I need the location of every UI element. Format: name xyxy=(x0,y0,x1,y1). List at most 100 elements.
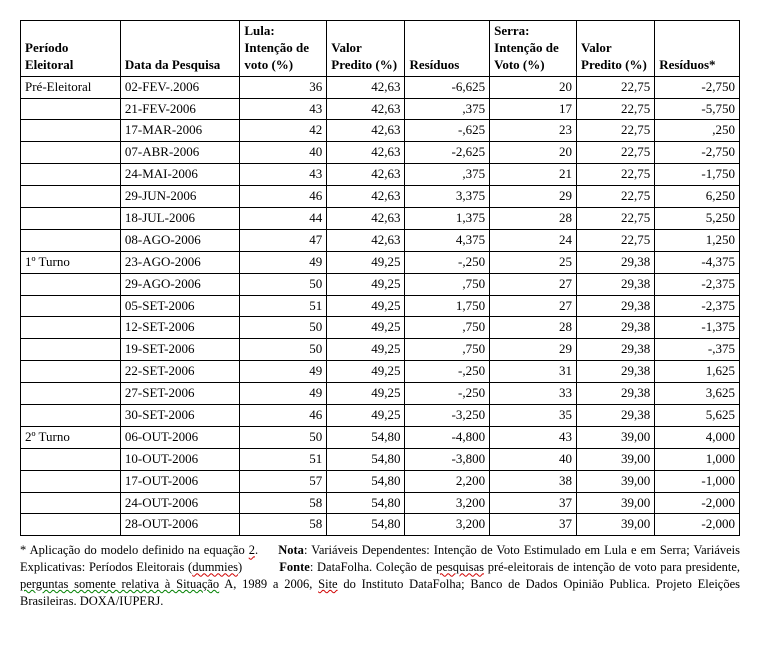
cell-si: 40 xyxy=(490,448,577,470)
cell-sp: 39,00 xyxy=(577,448,655,470)
cell-li: 42 xyxy=(240,120,327,142)
cell-lr: ,750 xyxy=(405,317,490,339)
cell-lr: -,625 xyxy=(405,120,490,142)
cell-sr: 5,625 xyxy=(655,405,740,427)
cell-sr: 1,000 xyxy=(655,448,740,470)
cell-periodo xyxy=(21,514,121,536)
cell-lp: 54,80 xyxy=(327,470,405,492)
note-text: pré-eleitorais de intenção de voto para … xyxy=(484,560,740,574)
cell-sp: 22,75 xyxy=(577,208,655,230)
cell-li: 50 xyxy=(240,339,327,361)
cell-lp: 49,25 xyxy=(327,295,405,317)
cell-periodo xyxy=(21,383,121,405)
cell-sr: -1,375 xyxy=(655,317,740,339)
cell-data: 18-JUL-2006 xyxy=(120,208,239,230)
cell-li: 49 xyxy=(240,251,327,273)
cell-data: 08-AGO-2006 xyxy=(120,229,239,251)
col-periodo: Período Eleitoral xyxy=(21,21,121,77)
table-row: 19-SET-20065049,25,7502929,38-,375 xyxy=(21,339,740,361)
cell-sr: -2,000 xyxy=(655,492,740,514)
cell-li: 49 xyxy=(240,361,327,383)
table-row: 24-OUT-20065854,803,2003739,00-2,000 xyxy=(21,492,740,514)
cell-periodo xyxy=(21,98,121,120)
cell-lp: 42,63 xyxy=(327,120,405,142)
cell-lp: 49,25 xyxy=(327,317,405,339)
cell-si: 28 xyxy=(490,317,577,339)
cell-periodo xyxy=(21,492,121,514)
cell-si: 29 xyxy=(490,339,577,361)
cell-lr: ,375 xyxy=(405,164,490,186)
cell-lp: 42,63 xyxy=(327,76,405,98)
col-data: Data da Pesquisa xyxy=(120,21,239,77)
cell-periodo xyxy=(21,273,121,295)
cell-sr: -2,375 xyxy=(655,273,740,295)
cell-sp: 22,75 xyxy=(577,98,655,120)
footnotes: * Aplicação do modelo definido na equaçã… xyxy=(20,542,740,610)
cell-sp: 29,38 xyxy=(577,295,655,317)
cell-lr: -3,800 xyxy=(405,448,490,470)
table-row: 18-JUL-20064442,631,3752822,755,250 xyxy=(21,208,740,230)
col-lula-int: Lula: Intenção de voto (%) xyxy=(240,21,327,77)
note-text: : DataFolha. Coleção de xyxy=(310,560,436,574)
cell-data: 29-AGO-2006 xyxy=(120,273,239,295)
cell-data: 21-FEV-2006 xyxy=(120,98,239,120)
cell-periodo xyxy=(21,295,121,317)
cell-periodo: Pré-Eleitoral xyxy=(21,76,121,98)
table-row: Pré-Eleitoral02-FEV-.20063642,63-6,62520… xyxy=(21,76,740,98)
table-row: 28-OUT-20065854,803,2003739,00-2,000 xyxy=(21,514,740,536)
cell-periodo xyxy=(21,186,121,208)
cell-si: 20 xyxy=(490,76,577,98)
cell-data: 29-JUN-2006 xyxy=(120,186,239,208)
cell-li: 47 xyxy=(240,229,327,251)
cell-data: 05-SET-2006 xyxy=(120,295,239,317)
cell-li: 46 xyxy=(240,186,327,208)
cell-sr: -4,375 xyxy=(655,251,740,273)
cell-lp: 49,25 xyxy=(327,273,405,295)
cell-lp: 49,25 xyxy=(327,383,405,405)
cell-lr: -3,250 xyxy=(405,405,490,427)
cell-lp: 42,63 xyxy=(327,164,405,186)
cell-data: 17-OUT-2006 xyxy=(120,470,239,492)
cell-lr: 3,375 xyxy=(405,186,490,208)
cell-lr: -2,625 xyxy=(405,142,490,164)
cell-periodo xyxy=(21,229,121,251)
cell-sr: -2,750 xyxy=(655,142,740,164)
col-serra-pred: Valor Predito (%) xyxy=(577,21,655,77)
cell-periodo xyxy=(21,208,121,230)
cell-lr: -,250 xyxy=(405,361,490,383)
cell-periodo xyxy=(21,339,121,361)
cell-si: 31 xyxy=(490,361,577,383)
note-dummies: dummies xyxy=(192,560,238,574)
table-row: 10-OUT-20065154,80-3,8004039,001,000 xyxy=(21,448,740,470)
cell-sp: 22,75 xyxy=(577,142,655,164)
cell-data: 19-SET-2006 xyxy=(120,339,239,361)
cell-data: 17-MAR-2006 xyxy=(120,120,239,142)
cell-periodo xyxy=(21,317,121,339)
cell-sr: -2,000 xyxy=(655,514,740,536)
table-row: 27-SET-20064949,25-,2503329,383,625 xyxy=(21,383,740,405)
cell-sp: 29,38 xyxy=(577,251,655,273)
cell-data: 30-SET-2006 xyxy=(120,405,239,427)
cell-sr: 6,250 xyxy=(655,186,740,208)
cell-sp: 29,38 xyxy=(577,383,655,405)
table-row: 07-ABR-20064042,63-2,6252022,75-2,750 xyxy=(21,142,740,164)
cell-li: 36 xyxy=(240,76,327,98)
cell-lr: -,250 xyxy=(405,251,490,273)
cell-data: 24-OUT-2006 xyxy=(120,492,239,514)
cell-lp: 49,25 xyxy=(327,339,405,361)
note-site: Site xyxy=(318,577,337,591)
col-serra-res: Resíduos* xyxy=(655,21,740,77)
table-body: Pré-Eleitoral02-FEV-.20063642,63-6,62520… xyxy=(21,76,740,536)
cell-sp: 39,00 xyxy=(577,426,655,448)
cell-si: 23 xyxy=(490,120,577,142)
cell-si: 37 xyxy=(490,492,577,514)
table-row: 12-SET-20065049,25,7502829,38-1,375 xyxy=(21,317,740,339)
cell-lr: 3,200 xyxy=(405,492,490,514)
cell-sp: 29,38 xyxy=(577,317,655,339)
cell-si: 20 xyxy=(490,142,577,164)
cell-lp: 54,80 xyxy=(327,514,405,536)
cell-sr: -2,375 xyxy=(655,295,740,317)
cell-si: 27 xyxy=(490,273,577,295)
cell-data: 28-OUT-2006 xyxy=(120,514,239,536)
cell-li: 49 xyxy=(240,383,327,405)
